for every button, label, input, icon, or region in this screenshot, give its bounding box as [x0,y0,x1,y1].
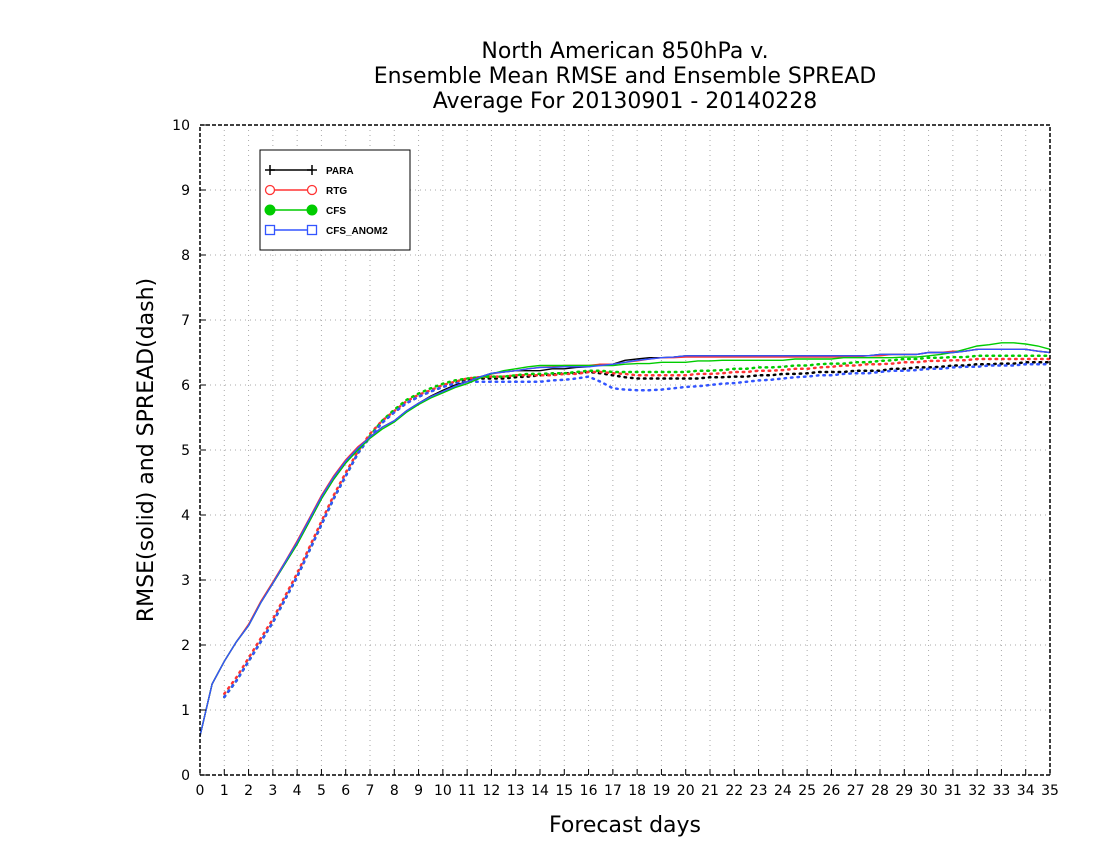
x-tick-label: 27 [847,783,865,799]
x-tick-label: 25 [798,783,816,799]
x-tick-label: 10 [434,783,452,799]
legend-marker-rtg [306,184,318,196]
x-tick-label: 24 [774,783,792,799]
legend-marker-para [307,165,317,175]
x-tick-label: 22 [725,783,743,799]
title-line-3: Average For 20130901 - 20140228 [433,89,818,114]
legend-marker-cfs [264,204,276,216]
title-line-2: Ensemble Mean RMSE and Ensemble SPREAD [374,64,877,89]
y-tick-label: 10 [172,118,190,134]
x-tick-label: 9 [414,783,423,799]
x-tick-label: 14 [531,783,549,799]
rmse-line-para [199,348,1051,737]
y-tick-label: 6 [181,378,190,394]
x-tick-label: 12 [483,783,501,799]
legend-box [259,149,411,251]
legend-label-cfs: CFS [326,206,346,217]
rmse-line-rtg [199,348,1051,737]
x-tick-label: 4 [293,783,302,799]
x-tick-label: 15 [555,783,573,799]
legend-marker-cfs [306,204,318,216]
x-tick-label: 20 [677,783,695,799]
y-axis: 0 1 2 3 4 5 6 7 8 9 10 [172,118,206,784]
spread-line-cfs-anom2 [223,362,1052,699]
x-tick-label: 32 [968,783,986,799]
legend-marker-para [265,165,275,175]
x-tick-label: 33 [993,783,1011,799]
x-tick-label: 30 [920,783,938,799]
x-tick-label: 23 [750,783,768,799]
legend-label-cfs-anom2: CFS_ANOM2 [326,226,388,237]
x-tick-label: 1 [220,783,229,799]
x-tick-label: 26 [823,783,841,799]
x-tick-label: 8 [390,783,399,799]
legend-marker-cfs-anom2 [264,224,276,236]
x-tick-label: 16 [580,783,598,799]
y-axis-title: RMSE(solid) and SPREAD(dash) [134,278,159,622]
series-lines [199,342,1052,737]
x-axis: 0 1 2 3 4 5 6 7 8 9 10 11 12 13 14 15 16 17 18 19 20 21 22 23 24… [196,769,1059,799]
y-tick-label: 4 [181,508,190,524]
title-line-1: North American 850hPa v. [481,39,768,64]
x-tick-label: 5 [317,783,326,799]
spread-line-para [223,361,1052,699]
chart-title: North American 850hPa v. Ensemble Mean R… [374,39,877,114]
y-tick-label: 0 [181,768,190,784]
legend-marker-cfs-anom2 [306,224,318,236]
x-tick-label: 7 [366,783,375,799]
rmse-line-cfs [199,342,1051,737]
x-tick-label: 28 [871,783,889,799]
legend-label-para: PARA [326,166,354,177]
y-tick-label: 7 [181,313,190,329]
x-tick-label: 34 [1017,783,1035,799]
x-tick-label: 31 [944,783,962,799]
x-tick-label: 0 [196,783,205,799]
x-tick-label: 13 [507,783,525,799]
x-tick-label: 6 [341,783,350,799]
x-tick-label: 35 [1041,783,1059,799]
y-tick-label: 5 [181,443,190,459]
y-tick-label: 9 [181,183,190,199]
spread-line-rtg [223,357,1052,696]
y-tick-label: 8 [181,248,190,264]
x-tick-label: 11 [458,783,476,799]
legend-label-rtg: RTG [326,186,347,197]
x-tick-label: 3 [268,783,277,799]
x-tick-label: 29 [895,783,913,799]
legend-marker-rtg [264,184,276,196]
x-tick-label: 19 [653,783,671,799]
x-axis-title: Forecast days [549,813,701,838]
y-tick-label: 2 [181,638,190,654]
legend: PARA RTG CFS CFS_ANOM2 [259,149,411,251]
y-tick-label: 3 [181,573,190,589]
x-tick-label: 17 [604,783,622,799]
grid [200,125,1050,775]
x-tick-label: 21 [701,783,719,799]
y-tick-label: 1 [181,703,190,719]
rmse-line-cfs-anom2 [199,348,1051,737]
x-tick-label: 2 [244,783,253,799]
x-tick-label: 18 [628,783,646,799]
